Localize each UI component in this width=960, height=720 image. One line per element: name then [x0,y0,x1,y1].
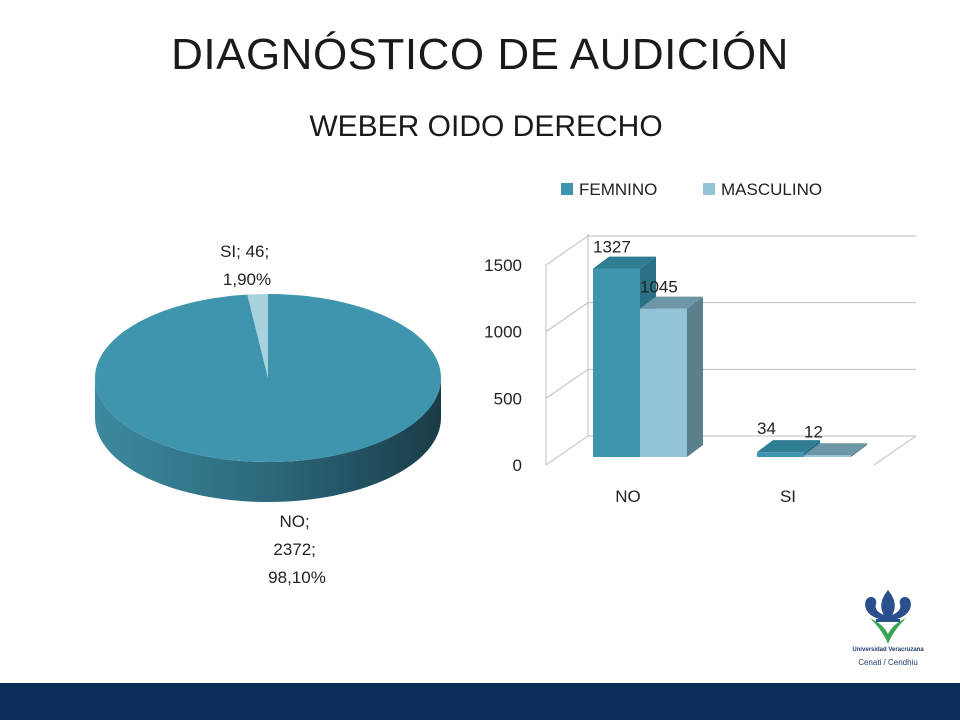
bar-value-label: 34 [757,419,776,438]
bar-masculino-si [804,455,851,457]
bar-value-label: 1045 [640,278,678,297]
bar-femnino-no [593,268,640,457]
bar-top [804,443,867,456]
pie-label-no: NO; 2372; 98,10% [268,512,326,587]
pie-side-no [95,378,441,502]
legend-label-femnino: FEMNINO [579,180,657,199]
fleur-de-lis-icon [865,590,911,644]
y-tick-label: 500 [494,389,522,408]
y-tick-label: 0 [513,456,522,475]
pie-slice-si [247,294,268,378]
bar-value-label: 12 [804,422,823,441]
logo-unit-name: Cenati / Cendhiu [858,658,918,667]
logo-university-name: Universidad Veracruzana [852,647,924,653]
bar-masculino-no [640,308,687,457]
slide-subtitle: WEBER OIDO DERECHO [309,110,663,143]
pie-label-si-line: 1,90% [223,270,271,289]
bar-top [593,256,656,269]
legend-swatch-femnino [561,183,573,195]
bar-side [687,296,703,457]
bar-value-label: 1327 [593,238,631,257]
bar-top [757,440,820,453]
pie-label-si: SI; 46; 1,90% [220,242,274,289]
bar-femnino-si [757,452,804,457]
pie-slice-no [95,294,442,462]
legend-swatch-masculino [703,183,715,195]
footer-bar [0,683,960,720]
bar-top [640,296,703,309]
bar-side [851,443,867,457]
floor-right-edge [873,435,917,466]
pie-label-si-line: SI; 46; [220,242,269,261]
x-tick-label: SI [780,487,796,506]
pie-label-no-line: 2372; [273,540,316,559]
pie-label-no-line: 98,10% [268,568,326,587]
y-tick-label: 1500 [484,256,522,275]
university-logo: Universidad Veracruzana Cenati / Cendhiu [832,586,944,676]
y-tick-label: 1000 [484,323,522,342]
x-tick-label: NO [615,487,641,506]
slide-title: DIAGNÓSTICO DE AUDICIÓN [171,30,789,79]
legend-label-masculino: MASCULINO [721,180,822,199]
pie-label-no-line: NO; [280,512,310,531]
